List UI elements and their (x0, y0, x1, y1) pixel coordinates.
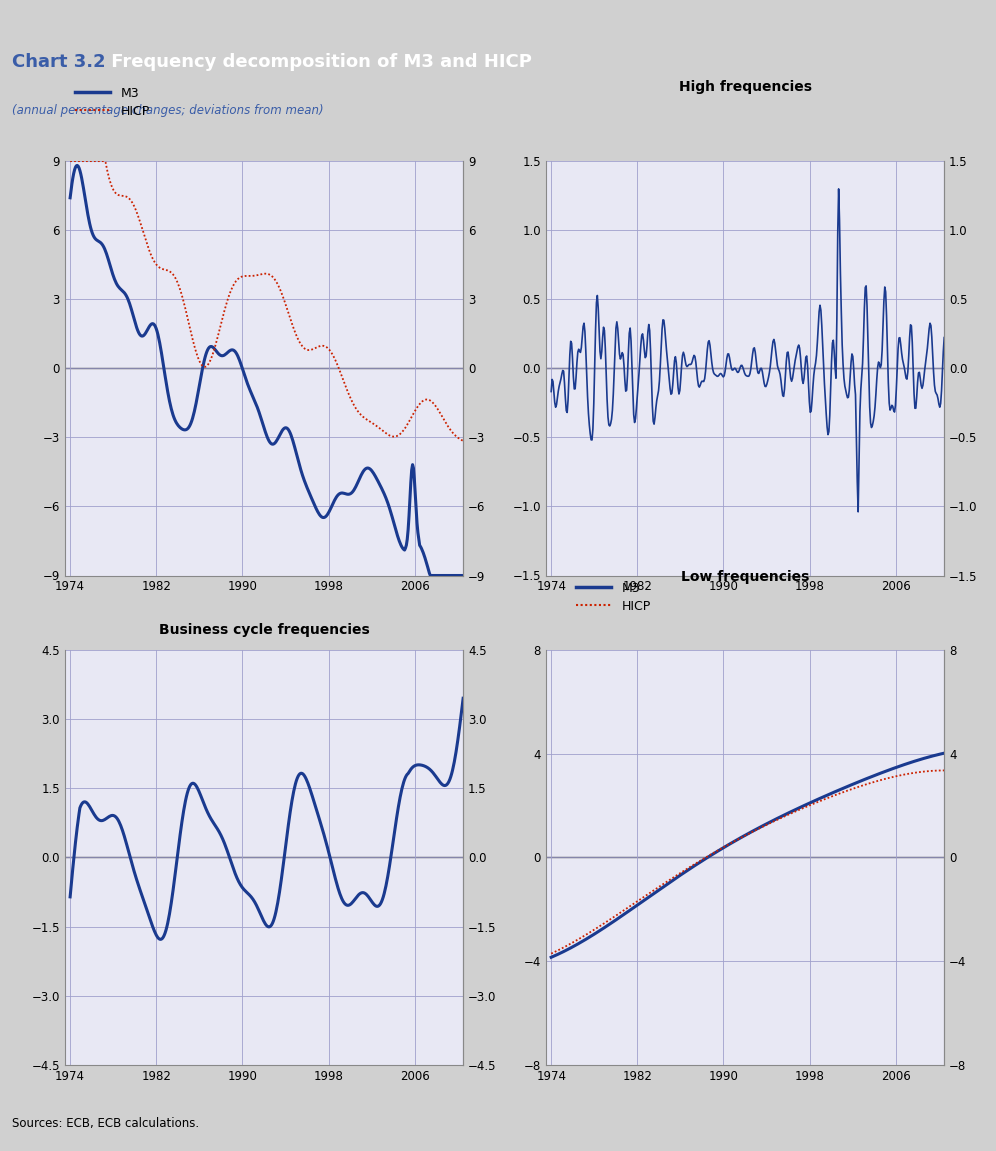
Legend: M3, HICP: M3, HICP (577, 581, 650, 612)
Text: High frequencies: High frequencies (678, 81, 812, 94)
Text: Chart 3.2: Chart 3.2 (12, 53, 106, 71)
Text: Low frequencies: Low frequencies (681, 570, 809, 584)
Legend: M3, HICP: M3, HICP (76, 86, 149, 117)
Text: Business cycle frequencies: Business cycle frequencies (158, 623, 370, 637)
Text: (annual percentage changes; deviations from mean): (annual percentage changes; deviations f… (12, 104, 324, 117)
Text: Frequency decomposition of M3 and HICP: Frequency decomposition of M3 and HICP (105, 53, 532, 71)
Text: Sources: ECB, ECB calculations.: Sources: ECB, ECB calculations. (12, 1116, 199, 1129)
